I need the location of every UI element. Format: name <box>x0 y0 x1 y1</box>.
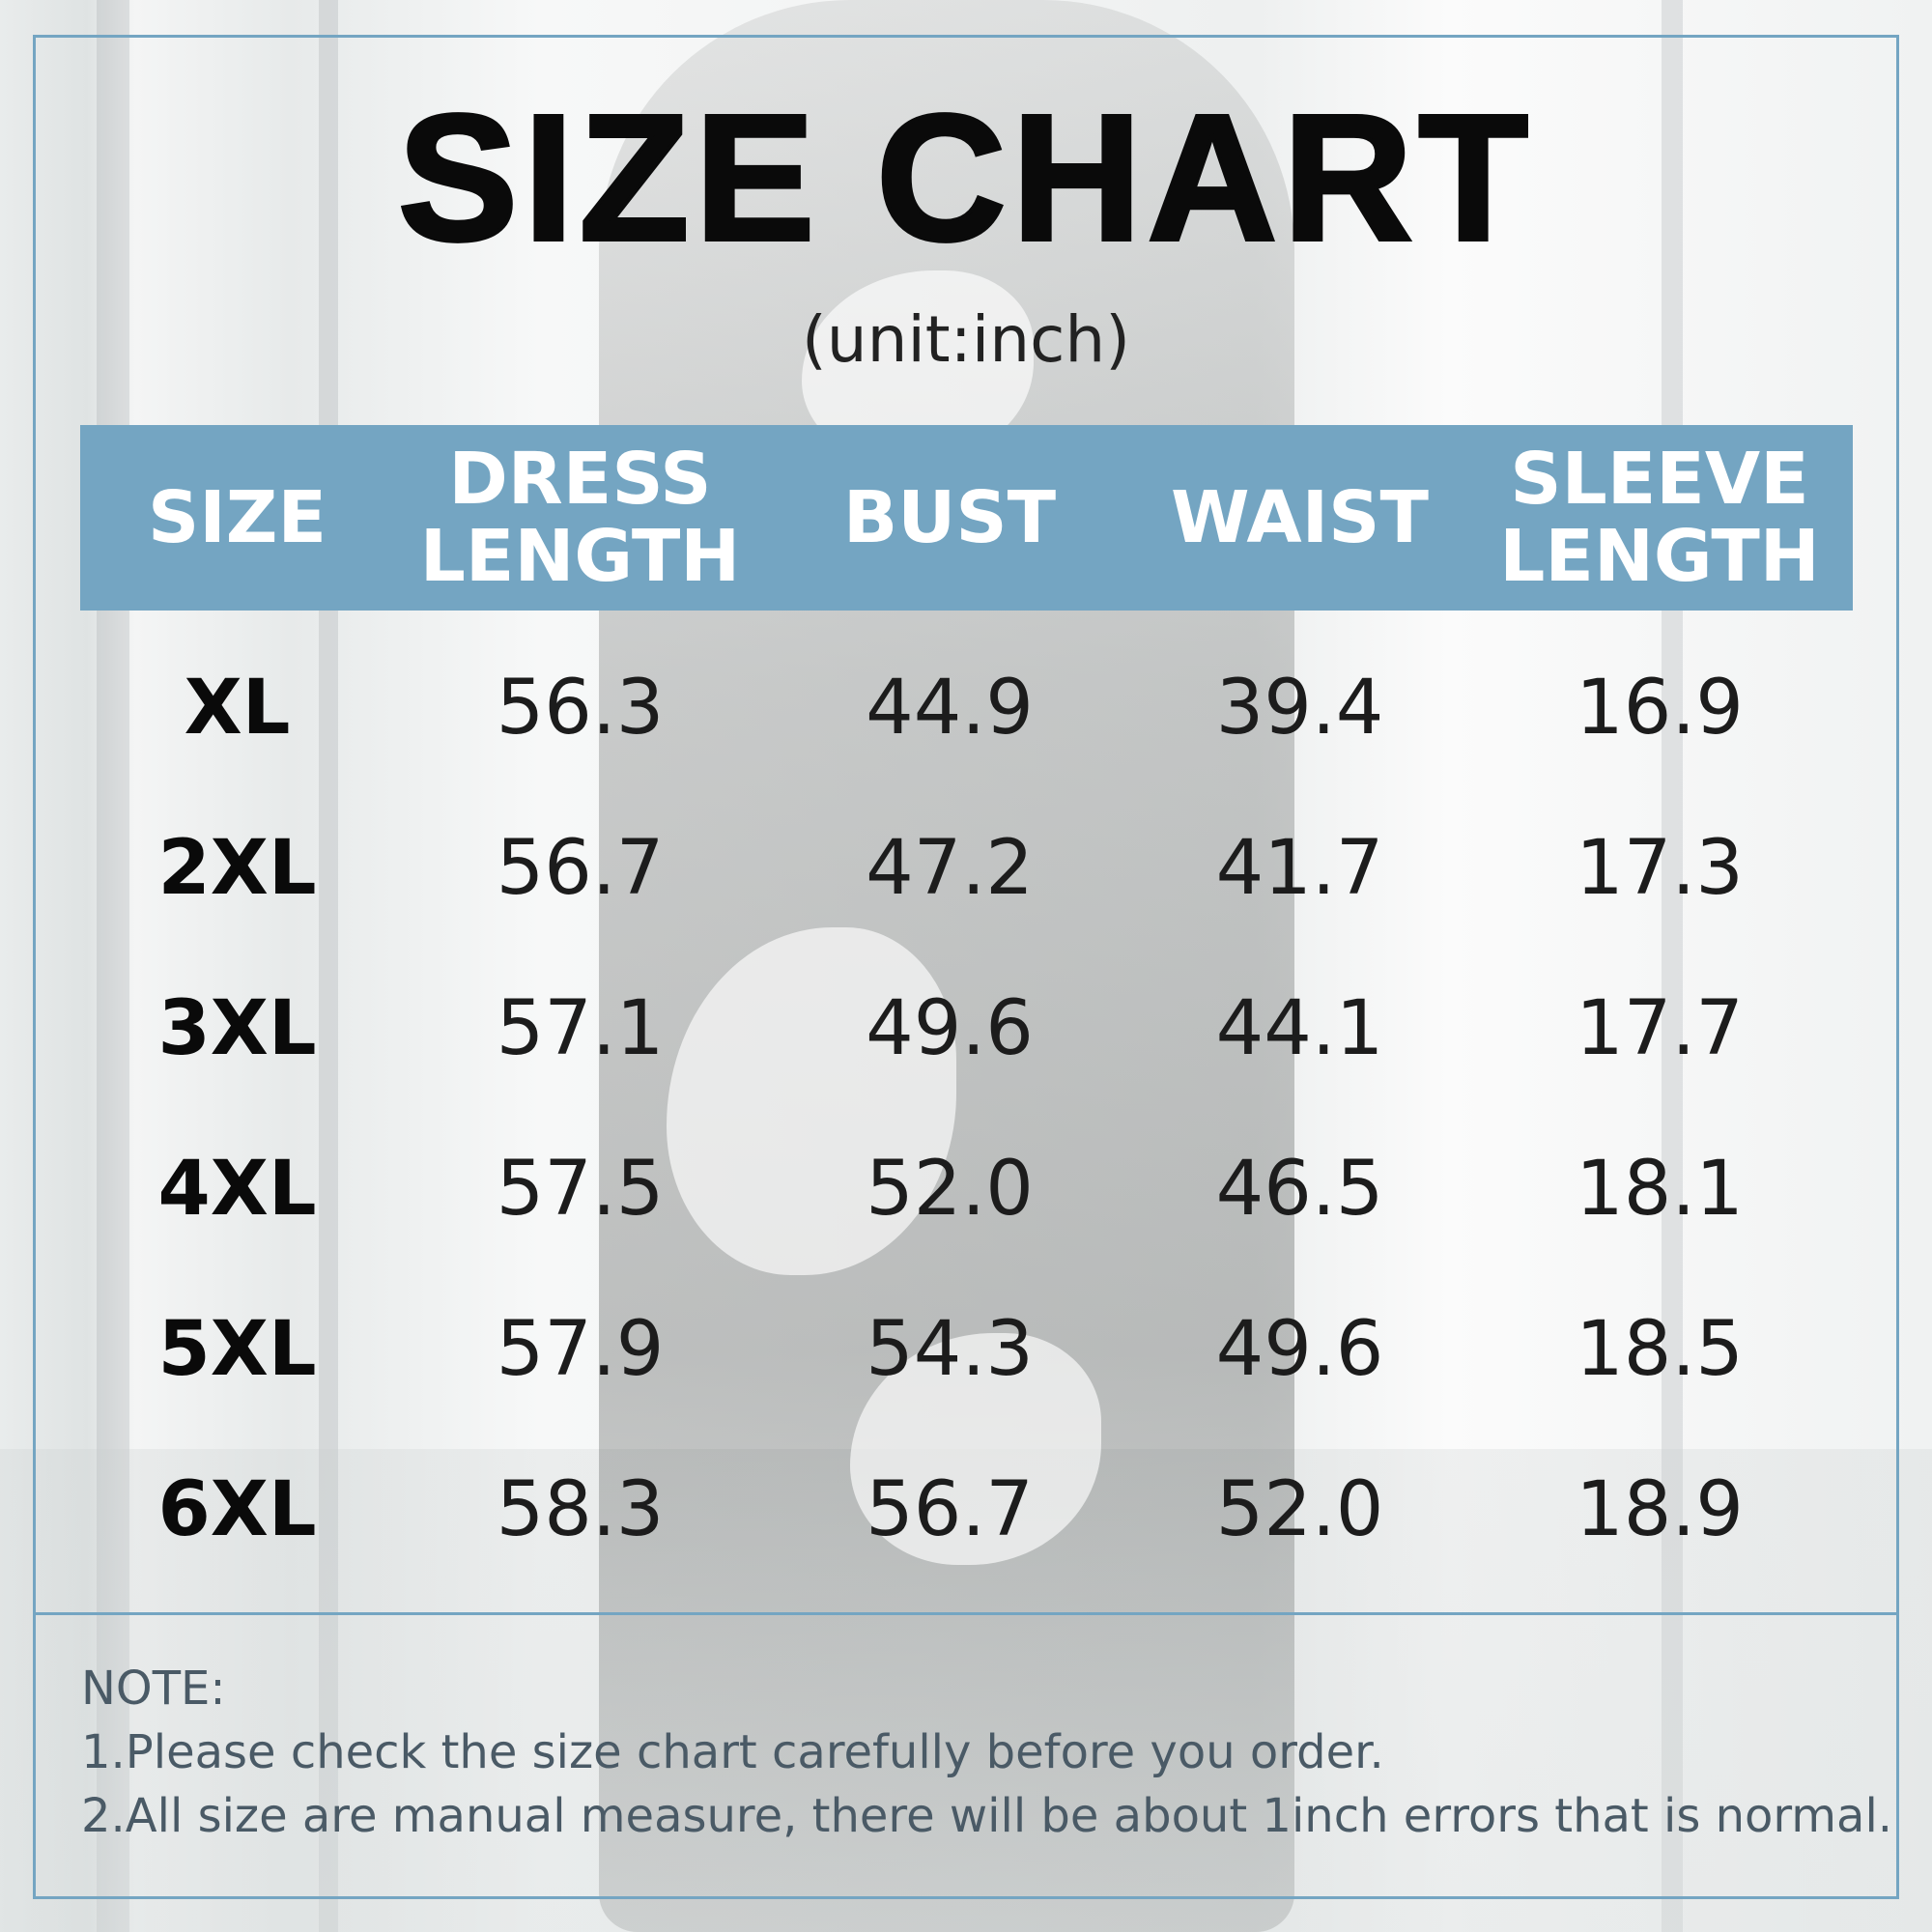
column-header-sleeve-length: SLEEVE LENGTH <box>1466 425 1853 611</box>
measurement-cell: 54.3 <box>866 1306 1034 1393</box>
column-header-dress-length: DRESS LENGTH <box>394 425 766 611</box>
measurement-cell: 17.7 <box>1576 985 1744 1072</box>
measurement-cell: 52.0 <box>1215 1466 1384 1553</box>
measurement-cell: 56.3 <box>496 665 665 752</box>
measurement-cell: 57.5 <box>496 1146 665 1233</box>
note-label: NOTE: <box>81 1662 226 1716</box>
measurement-cell: 44.1 <box>1215 985 1384 1072</box>
note-line-1: 1.Please check the size chart carefully … <box>81 1725 1384 1779</box>
measurement-cell: 18.1 <box>1576 1146 1744 1233</box>
measurement-cell: 49.6 <box>866 985 1034 1072</box>
measurement-cell: 44.9 <box>866 665 1034 752</box>
size-cell: XL <box>184 665 291 752</box>
column-header-waist: WAIST <box>1133 425 1466 611</box>
measurement-cell: 52.0 <box>866 1146 1034 1233</box>
doorframe-left <box>97 0 129 1932</box>
lily-flower <box>850 1333 1101 1565</box>
table-header <box>80 425 1853 611</box>
column-header-line: BUST <box>842 476 1057 559</box>
measurement-cell: 46.5 <box>1215 1146 1384 1233</box>
size-cell: 2XL <box>157 825 317 912</box>
chart-frame <box>33 35 1899 1899</box>
size-cell: 6XL <box>157 1466 317 1553</box>
measurement-cell: 49.6 <box>1215 1306 1384 1393</box>
measurement-cell: 58.3 <box>496 1466 665 1553</box>
measurement-cell: 47.2 <box>866 825 1034 912</box>
column-header-line: DRESS <box>448 438 712 521</box>
page-title: SIZE CHART <box>396 78 1534 278</box>
column-header-line: WAIST <box>1171 476 1429 559</box>
column-header-bust: BUST <box>766 425 1133 611</box>
column-header-size: SIZE <box>80 425 394 611</box>
lily-flower <box>667 927 956 1275</box>
measurement-cell: 16.9 <box>1576 665 1744 752</box>
measurement-cell: 18.9 <box>1576 1466 1744 1553</box>
measurement-cell: 56.7 <box>866 1466 1034 1553</box>
column-header-line: SLEEVE <box>1510 438 1809 521</box>
measurement-cell: 57.1 <box>496 985 665 1072</box>
column-header-line: LENGTH <box>1499 515 1820 598</box>
measurement-cell: 39.4 <box>1215 665 1384 752</box>
size-cell: 5XL <box>157 1306 317 1393</box>
size-cell: 4XL <box>157 1146 317 1233</box>
column-header-line: SIZE <box>147 476 327 559</box>
unit-label: (unit:inch) <box>802 302 1130 377</box>
measurement-cell: 18.5 <box>1576 1306 1744 1393</box>
measurement-cell: 41.7 <box>1215 825 1384 912</box>
measurement-cell: 56.7 <box>496 825 665 912</box>
measurement-cell: 57.9 <box>496 1306 665 1393</box>
note-line-2: 2.All size are manual measure, there wil… <box>81 1789 1893 1843</box>
column-header-line: LENGTH <box>419 515 741 598</box>
size-cell: 3XL <box>157 985 317 1072</box>
measurement-cell: 17.3 <box>1576 825 1744 912</box>
note-divider <box>33 1612 1899 1615</box>
